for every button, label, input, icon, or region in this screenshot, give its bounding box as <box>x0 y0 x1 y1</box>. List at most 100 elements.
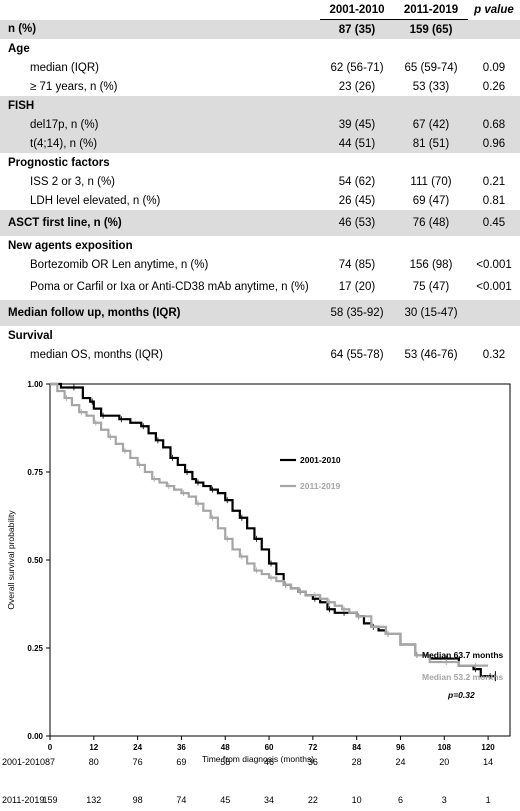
section-row: Survival <box>0 326 520 345</box>
row-value-group1: 44 (51) <box>320 134 394 153</box>
row-pvalue: 0.81 <box>482 194 506 207</box>
baseline-characteristics-table: 2001-2010 2011-2019 p value n (%) 87 (35… <box>0 0 520 364</box>
table-row: Bortezomib OR Len anytime, n (%) 74 (85) 1… <box>0 255 520 274</box>
risk-table-count: 14 <box>483 757 493 767</box>
x-tick-label: 36 <box>177 743 186 752</box>
table-row: ISS 2 or 3, n (%) 54 (62) 111 (70) 0.21 <box>0 172 520 191</box>
row-value-group2: 75 (47) <box>412 281 450 293</box>
table-row: Poma or Carfil or Ixa or Anti-CD38 mAb a… <box>0 274 520 300</box>
row-label: t(4;14), n (%) <box>0 134 320 153</box>
table-row: t(4;14), n (%) 44 (51) 81 (51) 0.96 <box>0 134 520 153</box>
row-value-group2: 81 (51) <box>394 134 468 153</box>
table-row: median (IQR) 62 (56-71) 65 (59-74) 0.09 <box>0 58 520 77</box>
x-tick-label: 24 <box>133 743 142 752</box>
risk-table-count: 159 <box>42 795 57 805</box>
section-row: Prognostic factors <box>0 153 520 172</box>
table-row: median OS, months (IQR) 64 (55-78) 53 (46-… <box>0 345 520 364</box>
risk-table-count: 98 <box>133 795 143 805</box>
risk-table-count: 24 <box>395 757 405 767</box>
row-value-group1: 54 (62) <box>338 175 376 188</box>
y-tick-label: 0.00 <box>27 732 43 741</box>
risk-table-count: 1 <box>486 795 491 805</box>
section-title: Age <box>8 42 30 55</box>
y-tick-label: 1.00 <box>27 380 43 389</box>
table-row: LDH level elevated, n (%) 26 (45) 69 (47) 0… <box>0 191 520 210</box>
row-pvalue: <0.001 <box>476 281 512 293</box>
x-tick-label: 12 <box>89 743 98 752</box>
section-title: Median follow up, months (IQR) <box>0 300 320 326</box>
y-tick-label: 0.50 <box>27 556 43 565</box>
risk-table-count: 45 <box>220 795 230 805</box>
section-pvalue: 0.45 <box>468 210 520 236</box>
section-row: ASCT first line, n (%) 46 (53) 76 (48) 0.45 <box>0 210 520 236</box>
column-header-group1: 2001-2010 <box>320 0 394 20</box>
row-value-group2: 53 (33) <box>412 80 450 93</box>
x-tick-label: 48 <box>221 743 230 752</box>
risk-table-row-label: 2011-2019 <box>2 795 44 805</box>
row-value-group2: 156 (98) <box>409 258 453 271</box>
table-header-row: 2001-2010 2011-2019 p value <box>0 0 520 20</box>
risk-table-count: 69 <box>176 757 186 767</box>
row-value-group1: 74 (85) <box>338 258 376 271</box>
row-value-group1: 39 (45) <box>320 115 394 134</box>
row-pvalue: 0.96 <box>468 134 520 153</box>
section-title: Prognostic factors <box>8 156 110 169</box>
risk-table-count: 28 <box>352 757 362 767</box>
row-value-group1: 23 (26) <box>338 80 376 93</box>
median-annotation-group2: Median 53.2 months <box>422 672 504 682</box>
table-row: ≥ 71 years, n (%) 23 (26) 53 (33) 0.26 <box>0 77 520 96</box>
risk-table-count: 58 <box>220 757 230 767</box>
survival-chart: 0.000.250.500.751.000 12 24 36 48 60 72 84 96 108… <box>2 380 511 805</box>
row-value-group2: 69 (47) <box>412 194 450 207</box>
section-value-group2: 30 (15-47) <box>394 300 468 326</box>
risk-table-count: 80 <box>89 757 99 767</box>
row-label: median (IQR) <box>30 61 100 74</box>
legend-label-group1: 2001-2010 <box>300 455 341 465</box>
row-pvalue: 0.32 <box>482 348 506 361</box>
x-tick-label: 72 <box>308 743 317 752</box>
x-axis-label: Time from diagnosis (months) <box>202 754 314 764</box>
risk-table-count: 20 <box>439 757 449 767</box>
row-value-group2: 111 (70) <box>410 175 452 188</box>
section-row: New agents exposition <box>0 236 520 255</box>
row-value-group2: 67 (42) <box>394 115 468 134</box>
x-tick-label: 84 <box>352 743 361 752</box>
risk-table-count: 3 <box>442 795 447 805</box>
section-title: ASCT first line, n (%) <box>0 210 320 236</box>
series-line-2001-2010 <box>50 382 496 678</box>
row-pvalue: 0.09 <box>482 61 506 74</box>
row-label: Poma or Carfil or Ixa or Anti-CD38 mAb a… <box>30 281 309 293</box>
risk-table-count: 10 <box>352 795 362 805</box>
risk-table-count: 74 <box>176 795 186 805</box>
risk-table-count: 46 <box>264 757 274 767</box>
column-header-pvalue: p value <box>474 3 514 16</box>
risk-table-count: 36 <box>308 757 318 767</box>
risk-table-count: 132 <box>86 795 101 805</box>
row-label: LDH level elevated, n (%) <box>30 194 161 207</box>
plot-frame <box>49 383 511 737</box>
row-label: ≥ 71 years, n (%) <box>30 80 118 93</box>
x-tick-label: 60 <box>265 743 274 752</box>
section-row: Age <box>0 39 520 58</box>
legend-label-group2: 2011-2019 <box>300 481 340 491</box>
row-value-group1: 62 (56-71) <box>330 61 384 74</box>
risk-table-count: 6 <box>398 795 403 805</box>
series-line-2011-2019 <box>50 382 489 667</box>
n-row-group2: 159 (65) <box>394 19 468 39</box>
row-label: ISS 2 or 3, n (%) <box>30 175 116 188</box>
risk-table-count: 76 <box>133 757 143 767</box>
section-value-group1: 58 (35-92) <box>320 300 394 326</box>
row-value-group1: 26 (45) <box>338 194 376 207</box>
column-header-group2: 2011-2019 <box>394 0 468 20</box>
row-pvalue: <0.001 <box>476 258 512 271</box>
section-value-group1: 46 (53) <box>320 210 394 236</box>
row-value-group1: 17 (20) <box>338 281 376 293</box>
n-row: n (%) 87 (35) 159 (65) <box>0 19 520 39</box>
row-pvalue: 0.68 <box>468 115 520 134</box>
x-tick-label: 0 <box>48 743 53 752</box>
x-tick-label: 108 <box>438 743 452 752</box>
row-value-group2: 65 (59-74) <box>404 61 458 74</box>
risk-table-count: 22 <box>308 795 318 805</box>
row-pvalue: 0.26 <box>482 80 506 93</box>
risk-table-count: 87 <box>45 757 55 767</box>
